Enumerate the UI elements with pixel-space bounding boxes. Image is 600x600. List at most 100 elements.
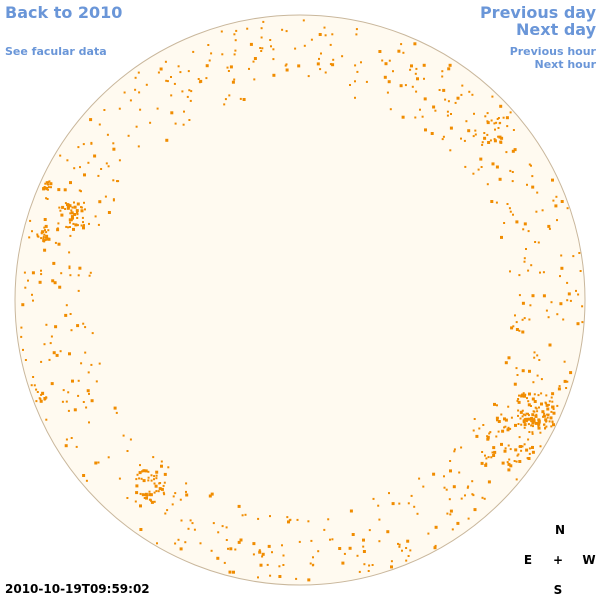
plage-dot (502, 116, 505, 119)
plage-dot (558, 385, 561, 388)
plage-dot (216, 556, 220, 560)
plage-dot (495, 416, 499, 420)
plage-dot (149, 493, 153, 497)
plage-dot (331, 33, 334, 36)
plage-dot (523, 394, 526, 398)
previous-day-link[interactable]: Previous day (479, 3, 596, 22)
plage-dot (508, 458, 511, 461)
plage-dot (509, 464, 513, 468)
plage-dot (450, 113, 452, 115)
plage-dot (500, 136, 504, 140)
plage-dot (65, 438, 68, 441)
plage-dot (548, 400, 551, 403)
plage-dot (184, 541, 187, 544)
next-hour-link[interactable]: Next hour (534, 58, 597, 71)
plage-dot (534, 406, 537, 409)
plage-dot (331, 63, 335, 67)
plage-dot (572, 255, 575, 258)
plage-dot (185, 493, 189, 497)
plage-dot (69, 313, 72, 315)
plage-dot (479, 157, 483, 161)
plage-dot (150, 474, 153, 477)
plage-dot (66, 159, 69, 162)
plage-dot (540, 392, 543, 395)
plage-dot (545, 309, 548, 312)
plage-dot (145, 496, 148, 500)
plage-dot (177, 65, 180, 68)
plage-dot (519, 445, 523, 448)
plage-dot (153, 475, 156, 478)
plage-dot (170, 94, 173, 97)
plage-dot (136, 473, 139, 476)
plage-dot (36, 233, 39, 236)
plage-dot (226, 66, 229, 69)
facular-data-link[interactable]: See facular data (5, 45, 107, 58)
plage-dot (453, 450, 456, 453)
plage-dot (527, 417, 531, 421)
plage-dot (423, 77, 425, 80)
plage-dot (285, 68, 289, 72)
plage-dot (210, 492, 214, 496)
plage-dot (392, 70, 394, 73)
plage-dot (389, 108, 392, 111)
plage-dot (348, 546, 352, 550)
plage-dot (137, 71, 140, 74)
plage-dot (135, 478, 138, 481)
plage-dot (467, 517, 470, 520)
plage-dot (532, 419, 536, 423)
plage-dot (521, 330, 525, 334)
plage-dot (186, 95, 189, 98)
plage-dot (39, 399, 43, 403)
plage-dot (259, 47, 262, 49)
plage-dot (58, 285, 62, 289)
plage-dot (504, 418, 508, 422)
plage-dot (60, 272, 63, 275)
plage-dot (31, 293, 33, 296)
plage-dot (261, 555, 264, 558)
plage-dot (38, 280, 42, 284)
plage-dot (127, 134, 130, 137)
plage-dot (227, 547, 229, 550)
plage-dot (565, 387, 568, 389)
plage-dot (94, 461, 98, 465)
plage-dot (331, 538, 334, 541)
plage-dot (70, 211, 74, 215)
plage-dot (112, 179, 115, 182)
plage-dot (539, 431, 542, 434)
previous-hour-link[interactable]: Previous hour (509, 45, 596, 58)
plage-dot (97, 461, 100, 464)
plage-dot (501, 461, 505, 465)
plage-dot (548, 227, 551, 230)
plage-dot (521, 301, 525, 305)
plage-dot (487, 480, 491, 484)
plage-dot (67, 205, 70, 209)
next-day-link[interactable]: Next day (516, 20, 596, 39)
plage-dot (468, 90, 471, 93)
plage-dot (358, 570, 361, 573)
plage-dot (137, 145, 140, 148)
plage-dot (59, 209, 62, 212)
plage-dot (258, 549, 261, 552)
plage-dot (246, 27, 249, 30)
plage-dot (442, 135, 445, 138)
plage-dot (523, 443, 526, 446)
plage-dot (432, 472, 436, 476)
plage-dot (521, 415, 524, 418)
plage-dot (454, 101, 457, 104)
plage-dot (329, 63, 332, 66)
plage-dot (355, 33, 358, 36)
plage-dot (498, 135, 502, 139)
plage-dot (45, 323, 48, 326)
plage-dot (443, 486, 446, 489)
plage-dot (112, 147, 116, 151)
plage-dot (473, 418, 476, 420)
plage-dot (65, 400, 68, 403)
plage-dot (49, 342, 52, 345)
back-to-year-link[interactable]: Back to 2010 (5, 3, 123, 22)
plage-dot (413, 505, 416, 508)
plage-dot (404, 84, 407, 87)
plage-dot (530, 264, 533, 267)
plage-dot (509, 427, 512, 430)
plage-dot (77, 146, 80, 149)
plage-dot (82, 221, 84, 224)
